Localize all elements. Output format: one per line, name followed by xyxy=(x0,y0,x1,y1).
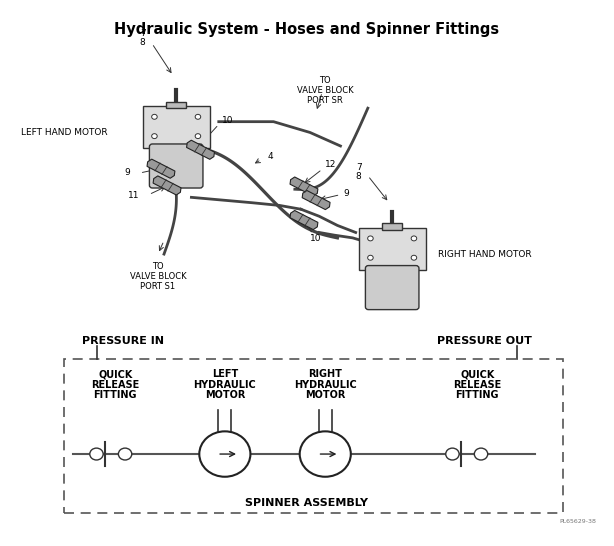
Text: PRESSURE OUT: PRESSURE OUT xyxy=(437,336,532,346)
Text: PRESSURE IN: PRESSURE IN xyxy=(82,336,164,346)
Circle shape xyxy=(152,134,157,139)
Circle shape xyxy=(195,134,201,139)
Circle shape xyxy=(368,236,373,241)
Text: Hydraulic System - Hoses and Spinner Fittings: Hydraulic System - Hoses and Spinner Fit… xyxy=(114,22,500,37)
Text: 10: 10 xyxy=(222,116,233,125)
Text: LEFT HAND MOTOR: LEFT HAND MOTOR xyxy=(21,128,107,137)
Polygon shape xyxy=(290,211,318,229)
Polygon shape xyxy=(147,159,175,178)
Text: 11: 11 xyxy=(128,191,139,200)
Polygon shape xyxy=(302,191,330,210)
Circle shape xyxy=(195,114,201,119)
Text: RIGHT HAND MOTOR: RIGHT HAND MOTOR xyxy=(438,250,532,259)
Text: 7
8: 7 8 xyxy=(356,163,362,181)
Circle shape xyxy=(200,431,251,477)
Circle shape xyxy=(411,256,417,260)
Text: 10: 10 xyxy=(310,234,322,244)
Text: 4: 4 xyxy=(268,152,273,161)
Text: 9: 9 xyxy=(343,188,349,198)
FancyBboxPatch shape xyxy=(365,265,419,310)
Circle shape xyxy=(368,256,373,260)
Text: TO
VALVE BLOCK
PORT S1: TO VALVE BLOCK PORT S1 xyxy=(130,262,186,292)
Circle shape xyxy=(90,448,103,460)
Text: QUICK
RELEASE
FITTING: QUICK RELEASE FITTING xyxy=(453,369,502,400)
Circle shape xyxy=(475,448,488,460)
FancyBboxPatch shape xyxy=(149,144,203,188)
FancyBboxPatch shape xyxy=(359,228,426,270)
Text: PL65629-38: PL65629-38 xyxy=(559,519,596,524)
Text: LEFT
HYDRAULIC
MOTOR: LEFT HYDRAULIC MOTOR xyxy=(193,369,256,400)
Text: SPINNER ASSEMBLY: SPINNER ASSEMBLY xyxy=(246,498,368,508)
Circle shape xyxy=(119,448,132,460)
Polygon shape xyxy=(290,177,318,196)
Polygon shape xyxy=(153,176,181,195)
FancyBboxPatch shape xyxy=(166,102,186,108)
Text: 9: 9 xyxy=(125,168,131,177)
Text: 7
8: 7 8 xyxy=(140,29,146,46)
FancyBboxPatch shape xyxy=(383,223,402,230)
FancyBboxPatch shape xyxy=(142,106,210,149)
Circle shape xyxy=(446,448,459,460)
Text: QUICK
RELEASE
FITTING: QUICK RELEASE FITTING xyxy=(91,369,139,400)
Circle shape xyxy=(152,114,157,119)
Circle shape xyxy=(300,431,351,477)
Polygon shape xyxy=(187,140,214,159)
Text: RIGHT
HYDRAULIC
MOTOR: RIGHT HYDRAULIC MOTOR xyxy=(294,369,357,400)
Text: TO
VALVE BLOCK
PORT SR: TO VALVE BLOCK PORT SR xyxy=(297,76,354,105)
Text: 12: 12 xyxy=(325,161,336,169)
Circle shape xyxy=(411,236,417,241)
